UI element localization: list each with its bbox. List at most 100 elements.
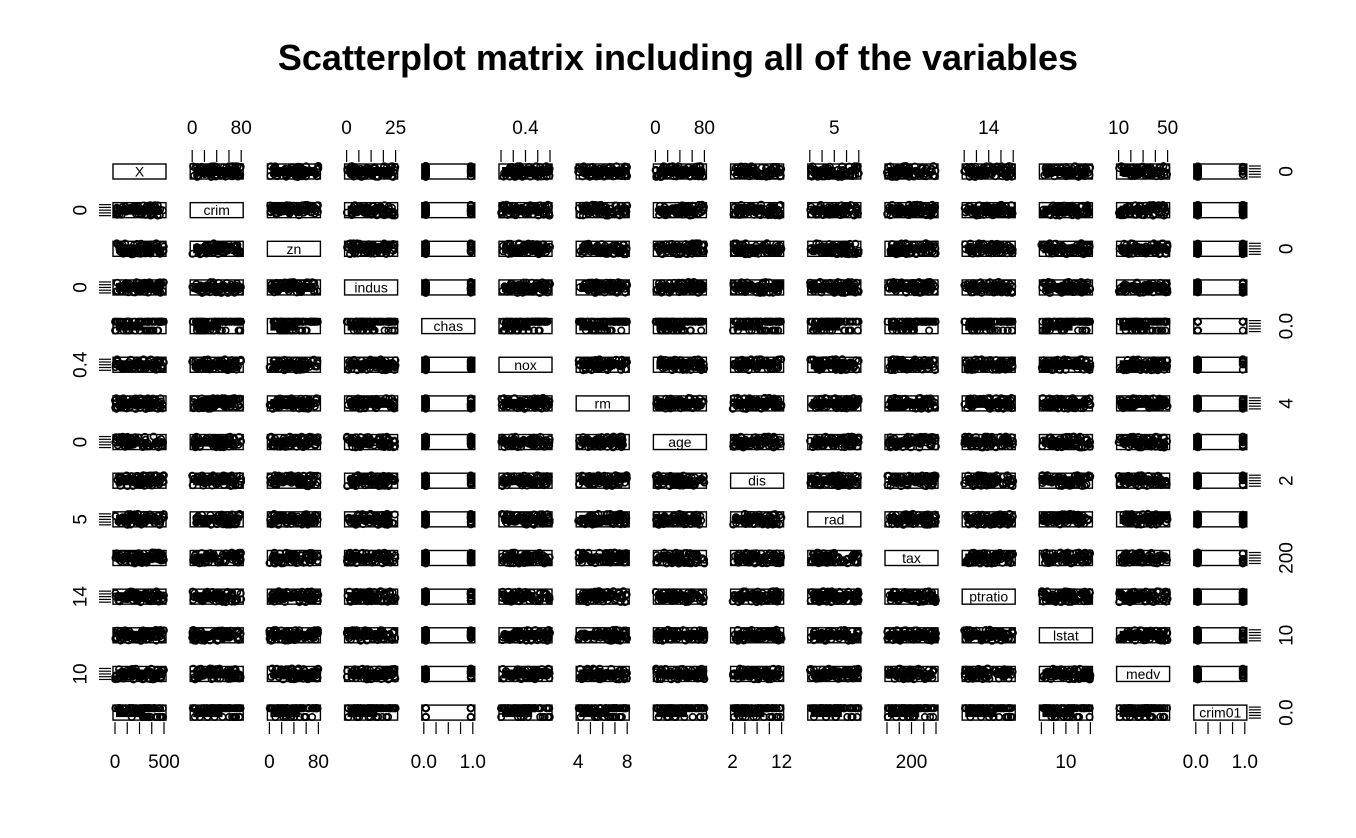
overplot-band	[579, 205, 610, 215]
overplot-band	[656, 282, 703, 292]
data-point	[1155, 163, 1164, 172]
panel-X-vs-X: X	[112, 163, 167, 180]
panel-chas-vs-indus	[342, 317, 399, 335]
panel-crim-vs-dis	[729, 200, 785, 220]
overplot-band	[656, 244, 695, 254]
data-point	[1193, 164, 1202, 173]
panel-zn-vs-age	[652, 239, 709, 259]
overplot-band	[116, 282, 161, 292]
data-point	[151, 206, 160, 215]
panel-X-vs-crim	[189, 162, 245, 181]
panel-zn-vs-ptratio	[961, 239, 1017, 258]
panel-crim-vs-age	[652, 200, 708, 220]
panel-zn-vs-indus	[343, 239, 399, 259]
panel-X-vs-chas	[421, 162, 476, 181]
overplot-band	[270, 167, 317, 176]
overplot-band	[733, 282, 780, 292]
overplot-band	[1119, 167, 1145, 176]
diagonal-frame	[189, 201, 244, 219]
overplot-band	[888, 282, 935, 292]
overplot-band	[888, 205, 920, 215]
overplot-band	[733, 205, 765, 215]
data-point	[1143, 170, 1152, 179]
data-point	[1238, 163, 1247, 172]
panel-chas-vs-ptratio	[960, 317, 1017, 335]
overplot-band	[965, 167, 990, 176]
overplot-band	[270, 282, 315, 292]
panel-indus-vs-crim	[188, 278, 245, 297]
overplot-band	[579, 321, 609, 331]
overplot-band	[965, 244, 1005, 254]
data-point	[421, 167, 430, 176]
overplot-band	[810, 244, 850, 254]
data-point	[1076, 165, 1085, 174]
overplot-band	[502, 167, 550, 176]
panel-X-vs-ptratio	[960, 162, 1016, 181]
panel-zn-vs-medv	[1115, 239, 1172, 259]
panel-crim-vs-crim: crim	[189, 201, 244, 219]
overplot-band	[347, 321, 376, 331]
panel-zn-vs-lstat	[1037, 239, 1094, 259]
data-point	[421, 207, 430, 216]
data-point	[1147, 170, 1156, 179]
overplot-band	[116, 244, 153, 254]
panel-indus-vs-tax	[883, 277, 939, 297]
panel-X-vs-indus	[343, 162, 400, 181]
panel-zn-vs-chas	[421, 239, 476, 259]
overplot-band	[270, 205, 301, 215]
panel-chas-vs-rm	[574, 317, 631, 335]
panel-crim-vs-rm	[574, 200, 632, 220]
overplot-band	[347, 167, 395, 176]
overplot-band	[1119, 205, 1152, 215]
panel-X-vs-dis	[729, 162, 786, 181]
panel-X-vs-nox	[498, 162, 554, 181]
diagonal-frame	[112, 163, 167, 180]
data-point	[918, 163, 927, 172]
panel-indus-vs-crim01	[1193, 278, 1248, 297]
panel-X-vs-rm	[574, 162, 632, 181]
panel-crim-vs-medv	[1115, 201, 1171, 220]
overplot-band	[193, 321, 221, 331]
data-point	[926, 165, 935, 174]
data-point	[837, 172, 846, 181]
variable-label: chas	[434, 318, 464, 334]
overplot-band	[888, 244, 927, 254]
overplot-band	[502, 205, 533, 215]
panel-indus-vs-rm	[575, 278, 631, 297]
panel-indus-vs-X	[112, 278, 168, 297]
data-point	[846, 170, 855, 179]
panel-chas-vs-lstat	[1038, 317, 1095, 335]
panel-frame	[1193, 163, 1248, 180]
data-point	[909, 172, 918, 181]
panel-crim-vs-crim01	[1193, 200, 1248, 220]
overplot-band	[270, 321, 299, 331]
overplot-band	[733, 167, 758, 176]
overplot-band	[810, 205, 843, 215]
data-point	[390, 162, 399, 171]
panel-indus-vs-chas	[421, 277, 476, 297]
panel-X-vs-medv	[1115, 162, 1172, 181]
variable-label: indus	[354, 279, 387, 295]
overplot-band	[579, 244, 618, 254]
panel-chas-vs-medv	[1115, 317, 1171, 335]
panel-chas-vs-X	[111, 317, 168, 335]
panel-X-vs-lstat	[1038, 162, 1095, 181]
overplot-band	[656, 167, 704, 176]
data-point	[466, 201, 475, 210]
data-point	[313, 201, 322, 210]
variable-label: crim	[203, 202, 229, 218]
panel-zn-vs-X	[112, 239, 168, 259]
panel-crim-vs-ptratio	[960, 200, 1017, 220]
overplot-band	[579, 282, 625, 292]
data-point	[919, 172, 928, 181]
panel-chas-vs-tax	[883, 317, 940, 335]
overplot-band	[1042, 321, 1073, 331]
overplot-band	[1042, 244, 1082, 254]
overplot-band	[116, 321, 144, 331]
data-point	[777, 165, 786, 174]
overplot-band	[656, 205, 688, 215]
panel-frame	[421, 201, 476, 219]
panel-chas-vs-rad	[806, 317, 863, 335]
overplot-band	[965, 321, 996, 331]
data-point	[838, 162, 847, 171]
